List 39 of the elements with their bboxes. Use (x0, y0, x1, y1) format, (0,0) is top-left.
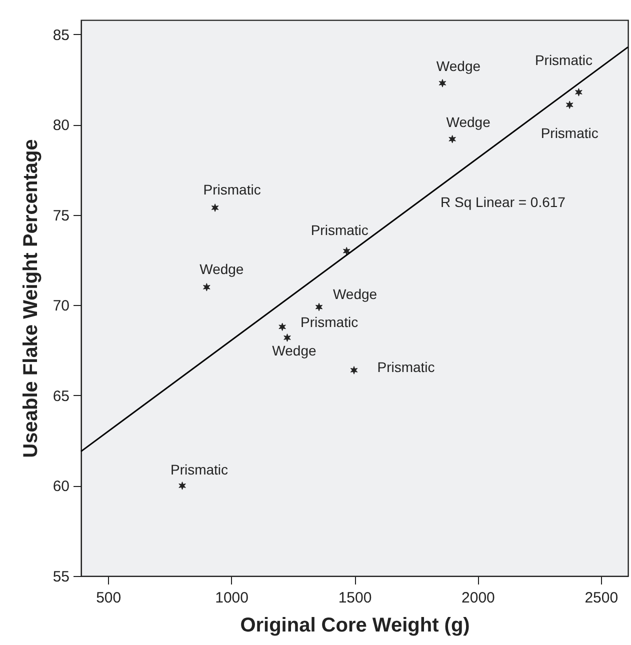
annotation: Wedge (272, 342, 316, 359)
point (203, 283, 210, 292)
y-tick-label: 65 (52, 388, 70, 405)
annotation: Prismatic (310, 222, 368, 238)
point (284, 334, 291, 342)
y-tick-label: 80 (52, 117, 70, 134)
y-tick-label: 55 (52, 568, 70, 586)
annotation: Prismatic (534, 52, 592, 68)
annotation: Prismatic (300, 314, 358, 330)
x-tick-label: 1500 (338, 590, 372, 606)
annotation: Prismatic (540, 124, 598, 141)
annotation: Wedge (332, 286, 378, 302)
point (342, 246, 350, 256)
point (315, 302, 323, 312)
y-tick-label: 60 (52, 478, 70, 496)
point (448, 135, 456, 144)
point (438, 79, 446, 88)
point (575, 88, 582, 96)
annotation: Prismatic (170, 462, 228, 478)
y-tick-label: 75 (52, 207, 70, 224)
point (350, 366, 358, 374)
annotation: Wedge (436, 58, 481, 74)
annotation: R Sq Linear = 0.617 (440, 194, 566, 210)
y-tick-label: 85 (52, 26, 70, 44)
point (566, 100, 574, 109)
annotation: Wedge (446, 114, 491, 130)
annotation: Wedge (200, 261, 244, 278)
x-tick-label: 2000 (462, 590, 495, 606)
annotation: Prismatic (203, 182, 261, 198)
x-tick-label: 1000 (215, 590, 248, 606)
x-axis-title: Original Core Weight (g) (240, 614, 470, 636)
point (211, 204, 219, 212)
point (278, 322, 286, 332)
x-tick-label: 2500 (584, 590, 618, 606)
point (178, 482, 186, 490)
x-tick-label: 500 (96, 590, 122, 606)
y-axis-title: Useable Flake Weight Percentage (20, 139, 42, 458)
annotation: Prismatic (377, 359, 435, 376)
y-tick-label: 70 (52, 298, 70, 315)
